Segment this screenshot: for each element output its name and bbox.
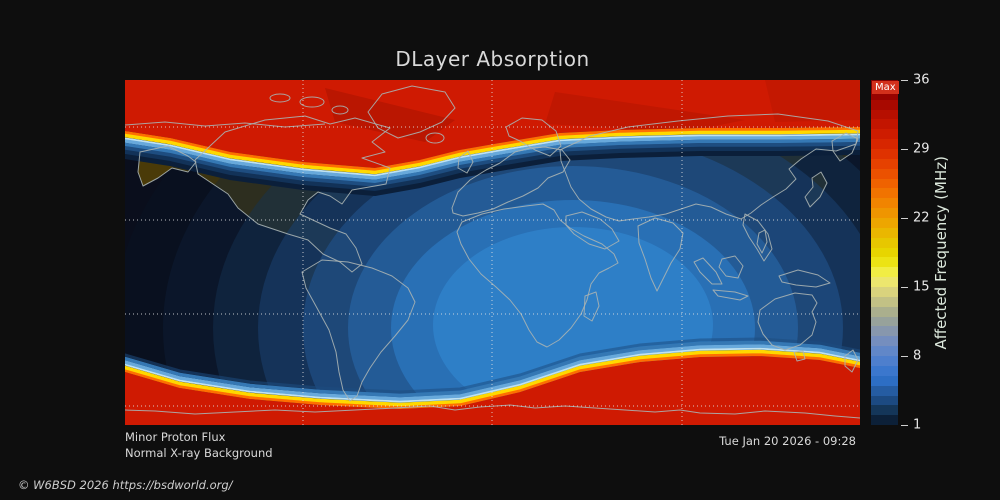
colorbar-segment	[871, 296, 898, 307]
antarctica-coastline	[125, 404, 860, 419]
colorbar-segment	[871, 306, 898, 317]
colorbar-segment	[871, 218, 898, 228]
colorbar-tick-mark	[901, 218, 908, 219]
colorbar-tick-label: 15	[913, 279, 930, 295]
colorbar-segment	[871, 237, 898, 248]
colorbar-segment	[871, 257, 898, 268]
colorbar-segment	[871, 168, 898, 179]
copyright-notice: © W6BSD 2026 https://bsdworld.org/	[18, 478, 233, 492]
proton-flux-status: Minor Proton Flux	[125, 430, 226, 444]
colorbar-segment	[871, 178, 898, 189]
colorbar-segment	[871, 346, 898, 357]
colorbar-segment	[871, 158, 898, 169]
colorbar-tick-label: 1	[913, 417, 922, 433]
colorbar-tick-mark	[901, 149, 908, 150]
colorbar-axis-label-text: Affected Frequency (MHz)	[932, 155, 950, 350]
colorbar-segment	[871, 129, 898, 140]
colorbar-segment	[871, 415, 898, 426]
colorbar-segment	[871, 139, 898, 150]
world-map	[125, 80, 860, 425]
colorbar-segment	[871, 247, 898, 258]
colorbar-segment	[871, 395, 898, 406]
colorbar-segment	[871, 99, 898, 110]
colorbar-segment	[871, 405, 898, 416]
colorbar-segment	[871, 287, 898, 297]
south-polar-cap-band	[125, 337, 860, 425]
colorbar-segment	[871, 227, 898, 238]
colorbar-tick-mark	[901, 80, 908, 81]
colorbar-segment	[871, 208, 898, 219]
colorbar-tick-mark	[901, 425, 908, 426]
xray-background-status: Normal X-ray Background	[125, 446, 273, 460]
colorbar-segment	[871, 89, 898, 100]
colorbar-tick-label: 8	[913, 348, 922, 364]
chart-title: DLayer Absorption	[395, 47, 590, 71]
colorbar-segment	[871, 375, 898, 386]
colorbar-segment	[871, 356, 898, 366]
colorbar-segment	[871, 267, 898, 278]
colorbar-tick-label: 29	[913, 141, 930, 157]
colorbar-tick-mark	[901, 356, 908, 357]
colorbar-gradient	[871, 80, 898, 426]
colorbar-segment	[871, 149, 898, 159]
coastline-layer	[125, 85, 860, 419]
map-timestamp: Tue Jan 20 2026 - 09:28	[719, 434, 856, 448]
world-map-canvas	[125, 80, 860, 425]
colorbar-tick-label: 22	[913, 210, 930, 226]
colorbar-segment	[871, 188, 898, 199]
colorbar-tick-label: 36	[913, 72, 930, 88]
colorbar-max-label: Max	[872, 81, 899, 94]
graticule-gridlines	[125, 80, 860, 425]
colorbar-segment	[871, 385, 898, 396]
colorbar-tick-mark	[901, 287, 908, 288]
colorbar-segment	[871, 365, 898, 376]
colorbar-segment	[871, 277, 898, 288]
colorbar-axis-label: Affected Frequency (MHz)	[928, 80, 954, 425]
colorbar-segment	[871, 198, 898, 209]
colorbar-segment	[871, 336, 898, 347]
colorbar-segment	[871, 109, 898, 120]
colorbar-segment	[871, 326, 898, 337]
colorbar-segment	[871, 316, 898, 327]
space-weather-status: Minor Proton Flux Normal X-ray Backgroun…	[125, 429, 273, 461]
colorbar-segment	[871, 119, 898, 130]
